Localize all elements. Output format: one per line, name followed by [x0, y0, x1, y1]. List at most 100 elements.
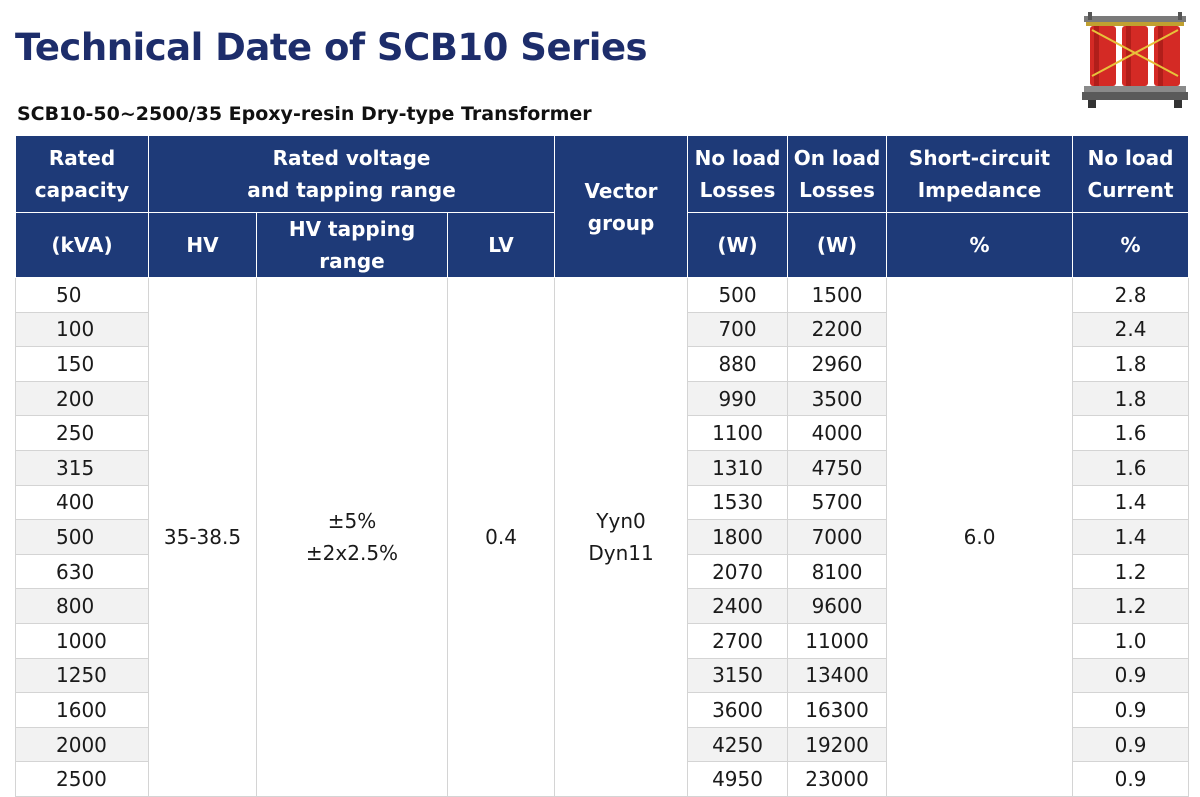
- no-load-current-cell: 1.8: [1072, 346, 1190, 382]
- capacity-cell: 400: [15, 484, 149, 521]
- no-load-current-cell: 1.4: [1072, 519, 1190, 555]
- capacity-cell: 150: [15, 346, 149, 382]
- table-row: 100 700 2200 2.4: [15, 311, 1190, 348]
- no-load-current-cell: 1.4: [1072, 484, 1190, 521]
- table-row: 150 880 2960 1.8: [15, 346, 1190, 382]
- no-load-current-cell: 1.6: [1072, 415, 1190, 451]
- no-load-current-cell: 2.8: [1072, 277, 1190, 313]
- no-load-losses-cell: 2400: [687, 588, 789, 624]
- table-row: 315 1310 4750 1.6: [15, 449, 1190, 486]
- no-load-losses-cell: 2700: [687, 622, 789, 659]
- table-row: 1000 2700 11000 1.0: [15, 622, 1190, 659]
- table-row: 800 2400 9600 1.2: [15, 588, 1190, 624]
- no-load-current-cell: 1.8: [1072, 380, 1190, 417]
- header-rated-voltage: Rated voltage and tapping range: [147, 135, 556, 213]
- no-load-current-cell: 0.9: [1072, 692, 1190, 728]
- table-row: 1600 3600 16300 0.9: [15, 692, 1190, 728]
- header-vector-group: Vector group: [554, 135, 689, 278]
- impedance-cell: 6.0: [886, 277, 1074, 797]
- hv-cell: 35-38.5: [148, 277, 257, 797]
- capacity-cell: 200: [15, 380, 149, 417]
- no-load-losses-cell: 880: [687, 346, 789, 382]
- on-load-losses-cell: 5700: [787, 484, 888, 521]
- vector-group-value-1: Yyn0: [596, 508, 646, 533]
- capacity-cell: 800: [15, 588, 149, 624]
- no-load-losses-cell: 1530: [687, 484, 789, 521]
- no-load-current-cell: 1.6: [1072, 449, 1190, 486]
- on-load-losses-cell: 13400: [787, 657, 888, 694]
- no-load-losses-cell: 700: [687, 311, 789, 348]
- no-load-losses-cell: 4950: [687, 761, 789, 797]
- table-row: 2000 4250 19200 0.9: [15, 726, 1190, 763]
- no-load-current-cell: 1.2: [1072, 553, 1190, 590]
- no-load-losses-cell: 990: [687, 380, 789, 417]
- unit-lv: LV: [446, 212, 556, 278]
- no-load-losses-cell: 1310: [687, 449, 789, 486]
- no-load-current-cell: 0.9: [1072, 657, 1190, 694]
- unit-no-load-current: %: [1072, 212, 1190, 278]
- page-title: Technical Date of SCB10 Series: [15, 26, 648, 69]
- table-row: 1250 3150 13400 0.9: [15, 657, 1190, 694]
- capacity-cell: 50: [15, 277, 149, 313]
- unit-hv: HV: [148, 212, 257, 278]
- on-load-losses-cell: 19200: [787, 726, 888, 763]
- unit-on-load-losses: (W): [787, 212, 888, 278]
- capacity-cell: 250: [15, 415, 149, 451]
- capacity-cell: 630: [15, 553, 149, 590]
- capacity-cell: 1000: [15, 622, 149, 659]
- no-load-current-cell: 1.2: [1072, 588, 1190, 624]
- no-load-current-cell: 2.4: [1072, 311, 1190, 348]
- on-load-losses-cell: 4750: [787, 449, 888, 486]
- header-no-load-current: No load Current: [1072, 135, 1190, 213]
- table-row: 500 1800 7000 1.4: [15, 519, 1190, 555]
- header-on-load-losses: On load Losses: [787, 135, 888, 213]
- table-row: 2500 4950 23000 0.9: [15, 761, 1190, 797]
- lv-cell: 0.4: [446, 277, 556, 797]
- header-short-circuit-impedance: Short-circuit Impedance: [886, 135, 1074, 213]
- no-load-current-cell: 0.9: [1072, 761, 1190, 797]
- header-rated-capacity: Rated capacity: [15, 135, 149, 213]
- unit-capacity: (kVA): [15, 212, 149, 278]
- on-load-losses-cell: 4000: [787, 415, 888, 451]
- unit-short-circuit: %: [886, 212, 1074, 278]
- capacity-cell: 2500: [15, 761, 149, 797]
- on-load-losses-cell: 9600: [787, 588, 888, 624]
- capacity-cell: 500: [15, 519, 149, 555]
- spec-table: Rated capacity Rated voltage and tapping…: [15, 135, 1190, 797]
- no-load-losses-cell: 3150: [687, 657, 789, 694]
- tapping-value-2: ±2x2.5%: [305, 540, 399, 565]
- table-subtitle: SCB10-50~2500/35 Epoxy-resin Dry-type Tr…: [17, 103, 592, 125]
- no-load-losses-cell: 2070: [687, 553, 789, 590]
- unit-no-load-losses: (W): [687, 212, 789, 278]
- vector-group-value-2: Dyn11: [588, 540, 654, 565]
- on-load-losses-cell: 3500: [787, 380, 888, 417]
- on-load-losses-cell: 23000: [787, 761, 888, 797]
- on-load-losses-cell: 8100: [787, 553, 888, 590]
- no-load-current-cell: 1.0: [1072, 622, 1190, 659]
- no-load-losses-cell: 3600: [687, 692, 789, 728]
- hv-tapping-cell: ±5% ±2x2.5%: [256, 277, 448, 797]
- on-load-losses-cell: 16300: [787, 692, 888, 728]
- on-load-losses-cell: 2960: [787, 346, 888, 382]
- vector-group-cell: Yyn0 Dyn11: [554, 277, 689, 797]
- no-load-losses-cell: 500: [687, 277, 789, 313]
- no-load-losses-cell: 1100: [687, 415, 789, 451]
- on-load-losses-cell: 7000: [787, 519, 888, 555]
- on-load-losses-cell: 2200: [787, 311, 888, 348]
- table-row: 400 1530 5700 1.4: [15, 484, 1190, 521]
- no-load-losses-cell: 4250: [687, 726, 789, 763]
- no-load-losses-cell: 1800: [687, 519, 789, 555]
- capacity-cell: 1600: [15, 692, 149, 728]
- unit-hv-tapping: HV tapping range: [256, 212, 448, 278]
- tapping-value-1: ±5%: [327, 508, 377, 533]
- table-row: 50 35-38.5 ±5% ±2x2.5% 0.4 Yyn0 Dyn11 500 1500 6.…: [15, 277, 1190, 797]
- no-load-current-cell: 0.9: [1072, 726, 1190, 763]
- table-row: 630 2070 8100 1.2: [15, 553, 1190, 590]
- capacity-cell: 1250: [15, 657, 149, 694]
- cast-resin-transformer-icon: [1082, 12, 1188, 108]
- capacity-cell: 100: [15, 311, 149, 348]
- on-load-losses-cell: 11000: [787, 622, 888, 659]
- table-row: 250 1100 4000 1.6: [15, 415, 1190, 451]
- capacity-cell: 315: [15, 449, 149, 486]
- on-load-losses-cell: 1500: [787, 277, 888, 313]
